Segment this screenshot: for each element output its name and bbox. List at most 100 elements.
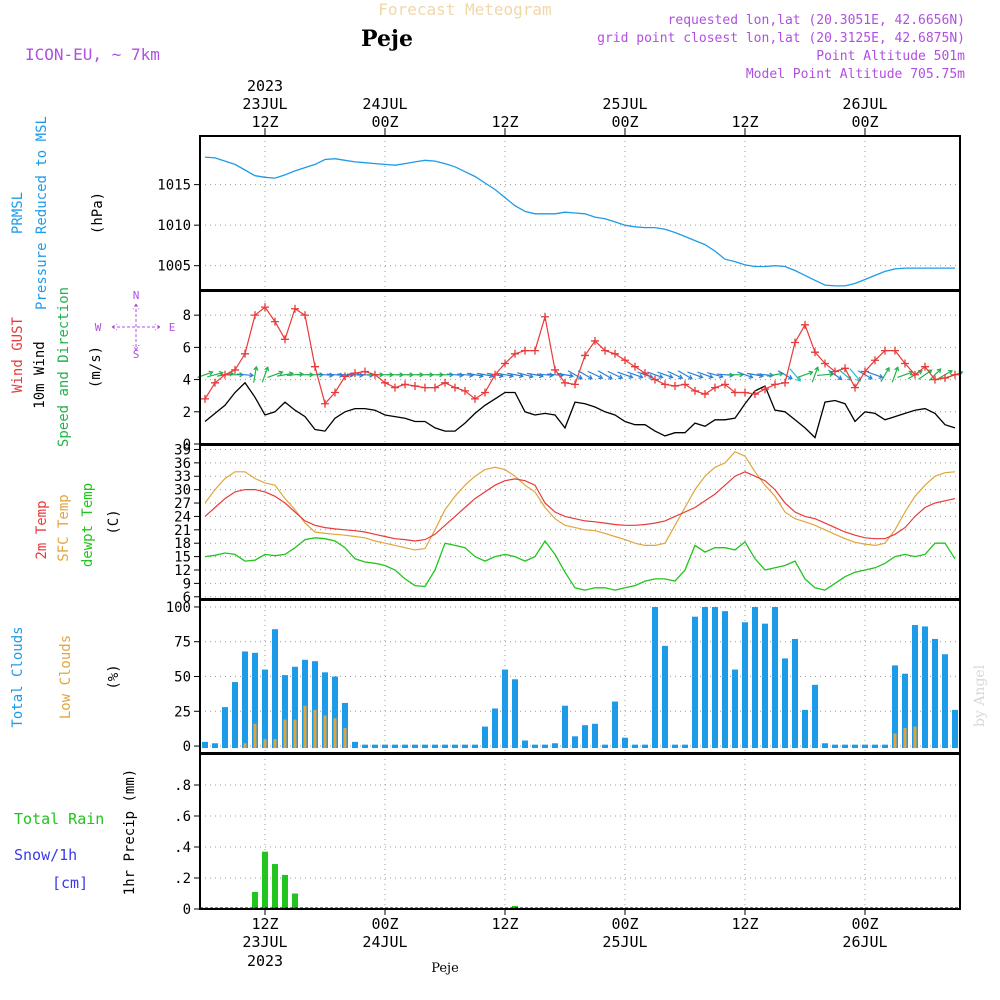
wind-gust-marker xyxy=(721,380,729,389)
wind-arrow-head xyxy=(729,372,735,378)
ytick-label-temperature: 9 xyxy=(183,576,191,592)
wind-gust-marker xyxy=(881,346,889,355)
bottom-date-label: 24JUL xyxy=(362,933,407,951)
wind-arrow xyxy=(236,372,255,378)
wind-gust-marker xyxy=(741,388,749,397)
ytick-label-temperature: 15 xyxy=(174,550,191,566)
ytick-label-clouds: 100 xyxy=(166,600,191,616)
wind-gust-marker xyxy=(431,383,439,392)
ytick-label-temperature: 18 xyxy=(174,536,191,552)
wind-arrow-shaft xyxy=(267,371,283,379)
low-cloud-bar xyxy=(913,726,917,749)
total-cloud-bar xyxy=(942,654,948,749)
wind-ylabel-dir: Speed and Direction xyxy=(56,287,72,447)
total-cloud-bar xyxy=(282,675,288,749)
bottom-year-label: 2023 xyxy=(247,952,283,970)
compass-s: S xyxy=(133,348,140,361)
legend-snow-unit: [cm] xyxy=(52,874,88,892)
top-date-label: 25JUL xyxy=(602,95,647,113)
wind-arrow xyxy=(677,370,693,380)
total-cloud-bar xyxy=(892,665,898,749)
wind-gust-marker xyxy=(391,383,399,392)
wind-arrow-shaft xyxy=(867,371,883,379)
compass-rose: N S W E xyxy=(95,289,176,361)
ytick-label-clouds: 50 xyxy=(174,670,191,686)
wind-gust-marker xyxy=(381,378,389,387)
wind-gust-marker xyxy=(911,370,919,379)
total-cloud-bar xyxy=(682,744,688,749)
wind-arrow-head xyxy=(814,366,820,372)
wind-arrow-shaft xyxy=(647,371,663,379)
wind-arrow-shaft xyxy=(236,373,254,377)
wind-ylabel-gust: Wind GUST xyxy=(10,317,26,393)
total-cloud-bar xyxy=(922,626,928,749)
wind-arrow xyxy=(737,371,754,379)
wind-arrow xyxy=(517,372,534,379)
wind-arrow-head xyxy=(808,370,814,376)
wind-ylabel-10m: 10m Wind xyxy=(32,341,48,408)
wind-arrow xyxy=(880,366,890,382)
total-cloud-bar xyxy=(872,744,878,749)
bottom-time-label: 00Z xyxy=(371,915,398,933)
wind-arrow xyxy=(587,370,604,380)
wind-arrow-head xyxy=(796,376,801,382)
wind-gust-marker xyxy=(681,380,689,389)
location-title: Peje xyxy=(361,26,413,52)
temp-ylabel-dew: dewpt Temp xyxy=(80,483,96,567)
wind-unit: (m/s) xyxy=(88,346,104,388)
total-cloud-bar xyxy=(202,741,208,749)
wind-arrow-shaft xyxy=(617,371,633,379)
top-time-label: 00Z xyxy=(611,113,638,131)
wind-gust-marker xyxy=(901,359,909,368)
total-cloud-bar xyxy=(232,682,238,749)
low-cloud-bar xyxy=(893,733,897,749)
wind-arrow-shaft xyxy=(546,373,564,377)
wind-arrow-shaft xyxy=(507,372,523,377)
panel-wind: 0 2 4 6 8 Wind GUST 10m Wind Speed and Directio… xyxy=(10,287,964,453)
compass-e: E xyxy=(169,321,176,334)
total-cloud-bar xyxy=(642,744,648,749)
cloud-ylabel-low: Low Clouds xyxy=(58,635,74,719)
wind-gust-marker xyxy=(551,365,559,374)
ytick-label-precip: .4 xyxy=(174,840,191,856)
total-cloud-bar xyxy=(532,744,538,749)
precip-bar xyxy=(282,874,288,909)
wind-arrow-shaft xyxy=(527,372,543,377)
wind-gust-marker xyxy=(241,349,249,358)
wind-arrow-shaft xyxy=(677,370,693,380)
precip-ylabel: 1hr Precip (mm) xyxy=(122,769,138,895)
total-cloud-bar xyxy=(322,672,328,749)
wind-gust-marker xyxy=(421,383,429,392)
wind-arrow-head xyxy=(787,374,793,380)
wind-gust-marker xyxy=(471,394,479,403)
wind-gust-marker xyxy=(481,388,489,397)
wind-arrow-head xyxy=(885,366,890,372)
chart-title: Forecast Meteogram xyxy=(378,0,551,19)
precip-bar xyxy=(252,891,258,909)
wind-arrow-shaft xyxy=(737,371,753,379)
wind-arrow-shaft xyxy=(811,367,819,383)
total-cloud-bar xyxy=(632,744,638,749)
bottom-time-label: 00Z xyxy=(611,915,638,933)
top-year-label: 2023 xyxy=(247,77,283,95)
wind-gust-marker xyxy=(441,378,449,387)
total-cloud-bar xyxy=(912,625,918,749)
model-label: ICON-EU, ~ 7km xyxy=(25,45,160,64)
total-cloud-bar xyxy=(772,606,778,749)
wind-arrow-shaft xyxy=(587,370,603,379)
wind-arrow xyxy=(797,370,814,379)
low-cloud-bar xyxy=(313,709,317,749)
wind-gust-marker xyxy=(401,380,409,389)
ytick-label-wind: 0 xyxy=(183,437,191,453)
ytick-label-clouds: 25 xyxy=(174,704,191,720)
wind-arrow-shaft xyxy=(326,373,344,377)
top-time-label: 00Z xyxy=(851,113,878,131)
wind-arrow-shaft xyxy=(777,370,793,380)
wind-arrow-shaft xyxy=(928,368,942,381)
wind-arrow-head xyxy=(299,371,305,377)
legend-rain: Total Rain xyxy=(14,810,104,828)
wind-arrow xyxy=(607,370,624,380)
top-time-label: 12Z xyxy=(251,113,278,131)
wind-gust-marker xyxy=(371,370,379,379)
